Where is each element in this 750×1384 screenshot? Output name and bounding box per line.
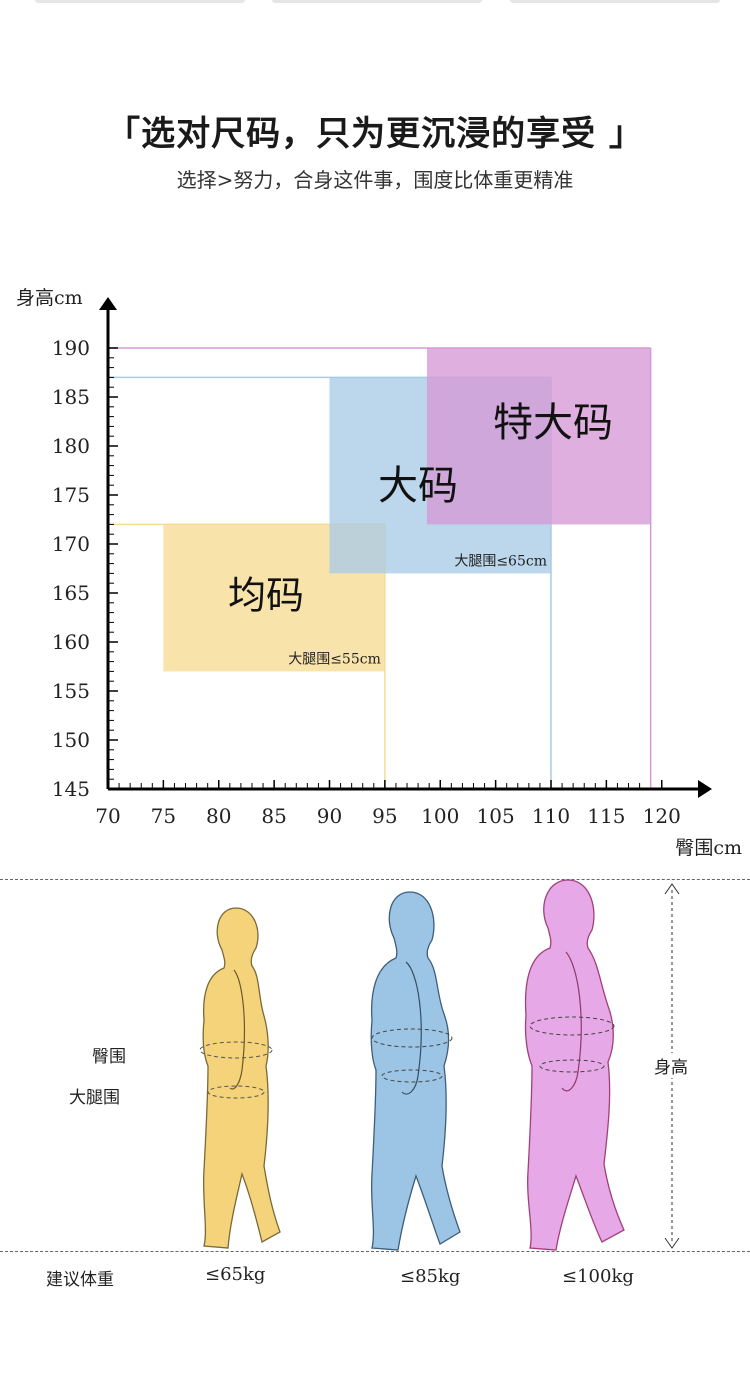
figure-xlarge-thigh-ring <box>539 1059 605 1073</box>
y-tick-label: 180 <box>52 434 90 458</box>
figure-standard-arm <box>229 969 246 1090</box>
figure-xlarge-body <box>524 879 625 1251</box>
y-tick-label: 145 <box>52 777 90 801</box>
height-label: 身高 <box>654 1053 688 1078</box>
y-tick-label: 175 <box>52 483 90 507</box>
y-axis-title: 身高cm <box>16 287 83 309</box>
figure-standard-thigh-ring <box>207 1085 265 1099</box>
region-label-1: 大码 <box>378 463 458 509</box>
top-dashed-line <box>0 879 750 880</box>
bottom-dashed-line <box>0 1251 750 1252</box>
figure-xlarge <box>524 879 625 1251</box>
figure-large <box>370 891 461 1251</box>
x-tick-label: 90 <box>317 804 342 828</box>
y-tick-label: 165 <box>52 581 90 605</box>
region-2 <box>426 348 651 525</box>
figure-large-thigh-ring <box>381 1069 443 1083</box>
x-tick-label: 110 <box>532 804 570 828</box>
x-tick-label: 80 <box>206 804 231 828</box>
y-tick-label: 190 <box>52 336 90 360</box>
figure-standard-body <box>202 907 281 1249</box>
x-tick-label: 85 <box>261 804 286 828</box>
body-figures <box>199 879 680 1251</box>
hip-label: 臀围 <box>92 1047 126 1067</box>
x-tick-label: 70 <box>95 804 120 828</box>
top-tab-left <box>35 0 245 3</box>
figure-xlarge-hip-ring <box>529 1016 615 1036</box>
x-axis-title: 臀围cm <box>675 837 742 859</box>
figure-large-body <box>370 891 461 1251</box>
figure-large-hip-ring <box>371 1028 453 1048</box>
figure-standard <box>199 907 281 1249</box>
page-title: 「选对尺码，只为更沉浸的享受 」 <box>106 114 644 154</box>
weight-xlarge: ≤100kg <box>562 1266 634 1287</box>
region-label-0: 均码 <box>228 573 304 617</box>
figure-xlarge-arm <box>561 951 582 1092</box>
region-label-2: 特大码 <box>493 400 613 446</box>
y-tick-label: 150 <box>52 728 90 752</box>
figure-large-arm <box>401 961 422 1095</box>
weight-standard: ≤65kg <box>205 1264 266 1285</box>
x-tick-label: 75 <box>151 804 176 828</box>
x-tick-label: 95 <box>372 804 397 828</box>
y-tick-label: 155 <box>52 679 90 703</box>
region-note-0: 大腿围≤55cm <box>288 651 381 667</box>
region-note-1: 大腿围≤65cm <box>454 553 547 569</box>
y-axis-arrow <box>99 297 117 310</box>
weight-label: 建议体重 <box>46 1270 114 1290</box>
x-tick-label: 100 <box>421 804 459 828</box>
weight-large: ≤85kg <box>400 1266 461 1287</box>
x-axis-arrow <box>698 780 712 798</box>
y-tick-label: 160 <box>52 630 90 654</box>
x-tick-label: 115 <box>587 804 625 828</box>
page-subtitle: 选择>努力，合身这件事，围度比体重更精准 <box>176 168 574 192</box>
thigh-label: 大腿围 <box>69 1088 120 1108</box>
x-tick-label: 105 <box>477 804 515 828</box>
figure-standard-hip-ring <box>199 1041 273 1059</box>
y-tick-label: 170 <box>52 532 90 556</box>
y-tick-label: 185 <box>52 385 90 409</box>
top-tab-right <box>510 0 720 3</box>
x-tick-label: 120 <box>643 804 681 828</box>
top-tab-middle <box>272 0 482 3</box>
